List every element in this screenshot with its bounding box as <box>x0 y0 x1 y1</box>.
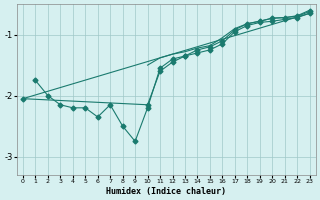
X-axis label: Humidex (Indice chaleur): Humidex (Indice chaleur) <box>106 187 226 196</box>
